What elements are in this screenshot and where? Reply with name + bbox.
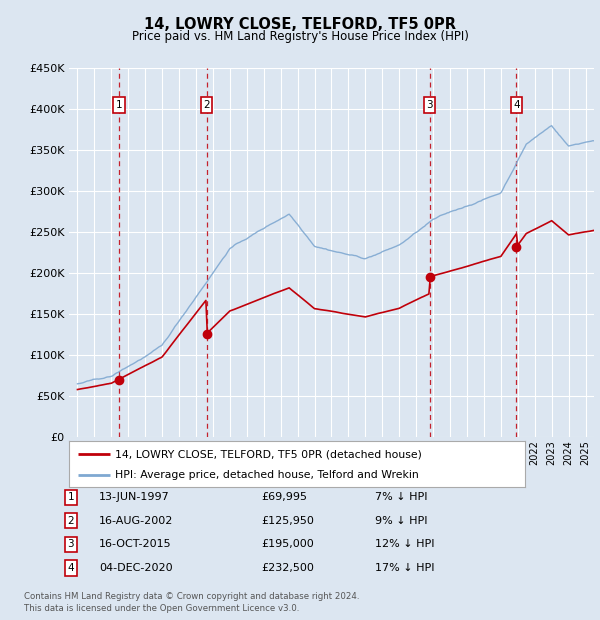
Text: 2: 2 xyxy=(67,516,74,526)
Text: 3: 3 xyxy=(426,100,433,110)
Text: 16-AUG-2002: 16-AUG-2002 xyxy=(99,516,173,526)
Text: 9% ↓ HPI: 9% ↓ HPI xyxy=(375,516,427,526)
Text: This data is licensed under the Open Government Licence v3.0.: This data is licensed under the Open Gov… xyxy=(24,603,299,613)
Text: 13-JUN-1997: 13-JUN-1997 xyxy=(99,492,170,502)
Text: Price paid vs. HM Land Registry's House Price Index (HPI): Price paid vs. HM Land Registry's House … xyxy=(131,30,469,43)
Text: 7% ↓ HPI: 7% ↓ HPI xyxy=(375,492,427,502)
Text: 04-DEC-2020: 04-DEC-2020 xyxy=(99,563,173,573)
Text: 1: 1 xyxy=(116,100,122,110)
Text: Contains HM Land Registry data © Crown copyright and database right 2024.: Contains HM Land Registry data © Crown c… xyxy=(24,592,359,601)
Text: 14, LOWRY CLOSE, TELFORD, TF5 0PR (detached house): 14, LOWRY CLOSE, TELFORD, TF5 0PR (detac… xyxy=(115,449,421,459)
Text: 2: 2 xyxy=(203,100,210,110)
Text: £195,000: £195,000 xyxy=(261,539,314,549)
Text: 12% ↓ HPI: 12% ↓ HPI xyxy=(375,539,434,549)
Text: 17% ↓ HPI: 17% ↓ HPI xyxy=(375,563,434,573)
Text: £69,995: £69,995 xyxy=(261,492,307,502)
Text: 4: 4 xyxy=(513,100,520,110)
Text: £232,500: £232,500 xyxy=(261,563,314,573)
Text: 1: 1 xyxy=(67,492,74,502)
Text: 4: 4 xyxy=(67,563,74,573)
Text: £125,950: £125,950 xyxy=(261,516,314,526)
Text: 3: 3 xyxy=(67,539,74,549)
Text: 16-OCT-2015: 16-OCT-2015 xyxy=(99,539,172,549)
Text: 14, LOWRY CLOSE, TELFORD, TF5 0PR: 14, LOWRY CLOSE, TELFORD, TF5 0PR xyxy=(144,17,456,32)
Text: HPI: Average price, detached house, Telford and Wrekin: HPI: Average price, detached house, Telf… xyxy=(115,471,418,480)
